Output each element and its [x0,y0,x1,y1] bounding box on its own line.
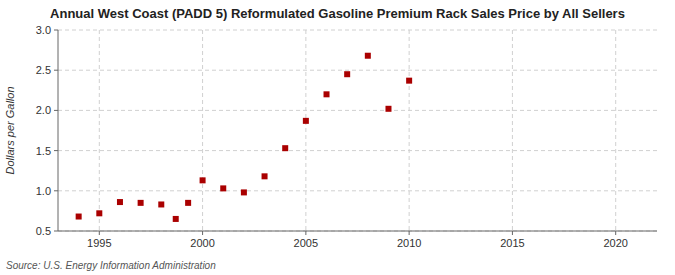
y-axis-label: Dollars per Gallon [4,86,16,174]
point [365,53,371,59]
grid-line-y [58,30,657,31]
grid-line-y [58,110,657,111]
grid-line-y [58,150,657,151]
point [324,91,330,97]
point [173,216,179,222]
tick-label-y: 3.0 [36,24,51,36]
point [303,118,309,124]
tick-label-x: 2015 [500,237,524,249]
grid-line-x [615,30,616,231]
tick-label-x: 2005 [294,237,318,249]
point [385,106,391,112]
source-note: Source: U.S. Energy Information Administ… [6,260,216,271]
grid-line-y [58,190,657,191]
point [406,78,412,84]
tick-label-y: 2.5 [36,64,51,76]
point [220,185,226,191]
point [344,71,350,77]
tick-label-y: 1.0 [36,185,51,197]
tick-label-y: 0.5 [36,225,51,237]
grid-line-y [58,231,657,232]
chart: 1995 2000 2005 2010 2015 2020 0.5 1.0 1.5 2.0 2.5 3… [0,0,675,275]
point [96,210,102,216]
tick-label-x: 2010 [397,237,421,249]
point [117,199,123,205]
tick-label-x: 1995 [87,237,111,249]
grid-line-x [512,30,513,231]
tick-label-y: 1.5 [36,145,51,157]
grid-line-x [305,30,306,231]
tick-x [615,231,616,235]
tick-label-x: 2000 [190,237,214,249]
tick-y [54,110,58,111]
point [185,200,191,206]
point [262,173,268,179]
tick-x [305,231,306,235]
point [200,177,206,183]
point [241,189,247,195]
tick-x [202,231,203,235]
tick-x [99,231,100,235]
x-axis-line [58,231,657,232]
grid-line-x [99,30,100,231]
points [76,53,412,222]
grid-line-x [202,30,203,231]
point [282,145,288,151]
tick-x [409,231,410,235]
grid [58,30,657,231]
point [158,201,164,207]
title: Annual West Coast (PADD 5) Reformulated … [50,6,625,21]
tick-y [54,231,58,232]
grid-line-x [409,30,410,231]
tick-label-y: 2.0 [36,104,51,116]
tick-y [54,150,58,151]
tick-x [512,231,513,235]
point [138,200,144,206]
y-axis-line [58,30,59,231]
tick-label-x: 2020 [603,237,627,249]
axes: 1995 2000 2005 2010 2015 2020 0.5 1.0 1.5 2.0 2.5 3… [36,24,657,249]
tick-y [54,30,58,31]
tick-y [54,70,58,71]
chart-container: 1995 2000 2005 2010 2015 2020 0.5 1.0 1.5 2.0 2.5 3… [0,0,675,275]
tick-y [54,190,58,191]
grid-line-y [58,70,657,71]
point [76,214,82,220]
